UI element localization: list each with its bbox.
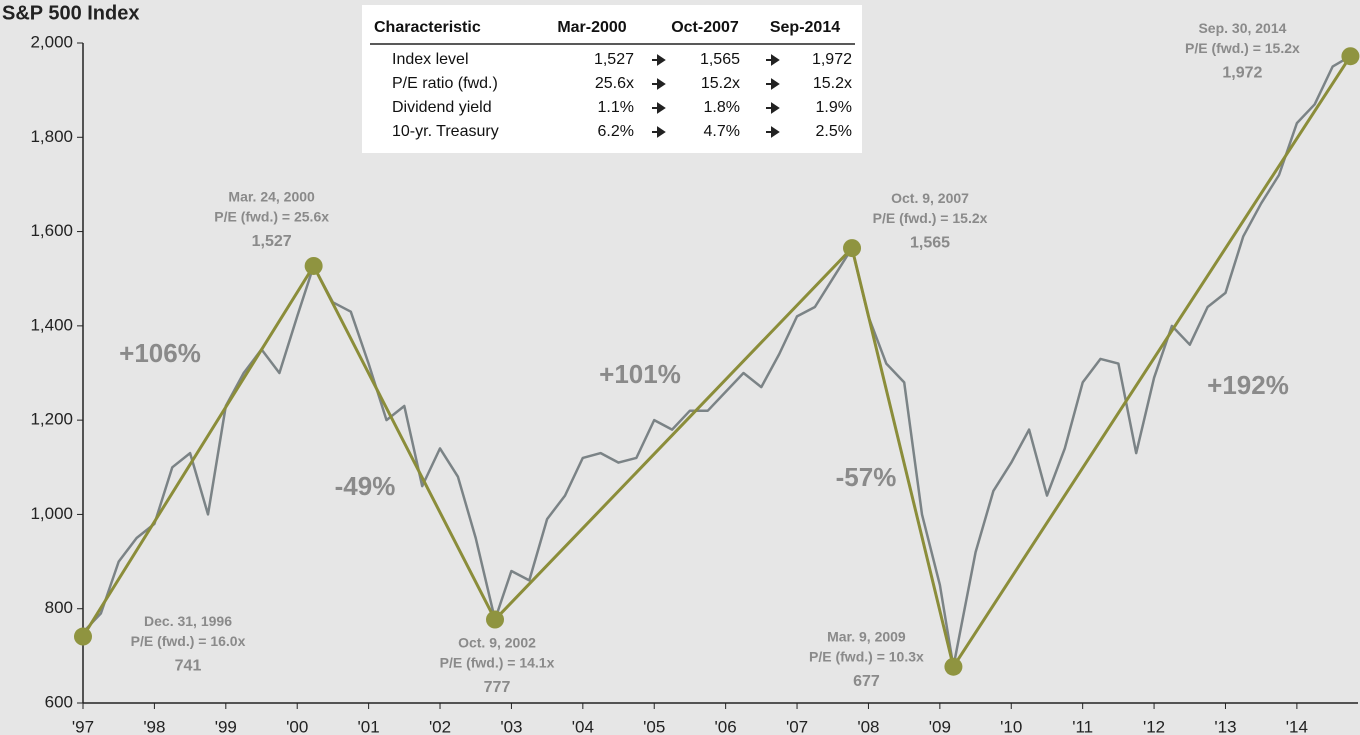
point-pe: P/E (fwd.) = 10.3x: [809, 648, 924, 664]
x-tick-label: '01: [358, 717, 380, 735]
point-pe: P/E (fwd.) = 14.1x: [440, 654, 555, 670]
chart-title: S&P 500 Index: [2, 2, 139, 24]
y-tick-label: 1,400: [30, 315, 73, 334]
table-arrow: [652, 54, 666, 66]
table-cell: 1,527: [594, 51, 634, 68]
point-value: 1,565: [910, 234, 950, 251]
x-tick-label: '99: [215, 717, 237, 735]
point-value: 1,972: [1222, 64, 1262, 81]
point: [843, 239, 862, 258]
x-tick-label: '05: [643, 717, 665, 735]
x-tick-label: '97: [72, 717, 94, 735]
x-tick-label: '09: [929, 717, 951, 735]
point-value: 677: [853, 673, 880, 690]
table-header: Oct-2007: [671, 19, 739, 36]
x-tick-label: '03: [500, 717, 522, 735]
point-pe: P/E (fwd.) = 16.0x: [131, 633, 246, 649]
table-cell: 1,972: [812, 51, 852, 68]
y-tick-label: 1,200: [30, 410, 73, 429]
change-label: +106%: [119, 338, 201, 368]
point: [74, 627, 92, 646]
table-cell: 15.2x: [701, 75, 740, 92]
point-value: 741: [175, 658, 202, 675]
x-tick-label: '10: [1000, 717, 1022, 735]
y-tick-label: 1,800: [30, 127, 73, 146]
table-arrow: [766, 78, 780, 90]
table-cell: 1.8%: [704, 99, 740, 116]
x-tick-label: '04: [572, 717, 594, 735]
x-tick-label: '08: [857, 717, 879, 735]
point: [486, 610, 505, 629]
table-cell: 6.2%: [598, 123, 634, 140]
point-value: 1,527: [252, 233, 292, 250]
x-tick-label: '14: [1286, 717, 1308, 735]
table-box: [362, 5, 862, 153]
table-arrow: [766, 102, 780, 114]
point-date: Oct. 9, 2007: [891, 190, 969, 206]
y-tick-label: 1,600: [30, 221, 73, 240]
series-line: [82, 55, 1352, 668]
x-tick-label: '02: [429, 717, 451, 735]
y-tick-label: 1,000: [30, 504, 73, 523]
point-date: Mar. 24, 2000: [228, 189, 315, 205]
point-date: Mar. 9, 2009: [827, 628, 906, 644]
y-tick-label: 600: [45, 692, 73, 711]
change-label: -57%: [836, 462, 897, 492]
table-cell: Dividend yield: [392, 99, 492, 116]
table-cell: 1,565: [700, 51, 740, 68]
x-tick-label: '06: [715, 717, 737, 735]
point-date: Dec. 31, 1996: [144, 613, 232, 629]
series-line: [81, 55, 1352, 669]
point-pe: P/E (fwd.) = 15.2x: [1185, 40, 1300, 56]
x-tick-label: '07: [786, 717, 808, 735]
x-tick-label: '98: [143, 717, 165, 735]
x-tick-label: '00: [286, 717, 308, 735]
table-header: Sep-2014: [770, 19, 840, 36]
point-value: 777: [484, 679, 511, 696]
point-pe: P/E (fwd.) = 25.6x: [214, 209, 329, 225]
y-tick-label: 2,000: [30, 32, 73, 51]
point-date: Oct. 9, 2002: [458, 634, 536, 650]
point: [1341, 47, 1360, 66]
table-cell: 4.7%: [704, 123, 740, 140]
table-header: Mar-2000: [557, 19, 626, 36]
table-arrow: [652, 126, 666, 138]
point: [304, 256, 323, 275]
change-label: +192%: [1207, 370, 1289, 400]
x-tick-label: '13: [1214, 717, 1236, 735]
table-arrow: [766, 126, 780, 138]
table-cell: 10-yr. Treasury: [392, 123, 499, 140]
change-label: +101%: [599, 359, 681, 389]
change-label: -49%: [335, 471, 396, 501]
point-date: Sep. 30, 2014: [1198, 20, 1286, 36]
point: [944, 657, 963, 676]
table-cell: P/E ratio (fwd.): [392, 75, 498, 92]
table-cell: 2.5%: [816, 123, 852, 140]
point-pe: P/E (fwd.) = 15.2x: [873, 210, 988, 226]
y-tick-label: 800: [45, 598, 73, 617]
table-cell: 1.1%: [598, 99, 634, 116]
table-header: Characteristic: [374, 19, 481, 36]
table-arrow: [766, 54, 780, 66]
x-tick-label: '12: [1143, 717, 1165, 735]
table-cell: 15.2x: [813, 75, 852, 92]
x-tick-label: '11: [1072, 717, 1093, 735]
table-cell: 1.9%: [816, 99, 852, 116]
table-cell: Index level: [392, 51, 469, 68]
table-cell: 25.6x: [595, 75, 634, 92]
table-arrow: [652, 78, 666, 90]
table-arrow: [652, 102, 666, 114]
